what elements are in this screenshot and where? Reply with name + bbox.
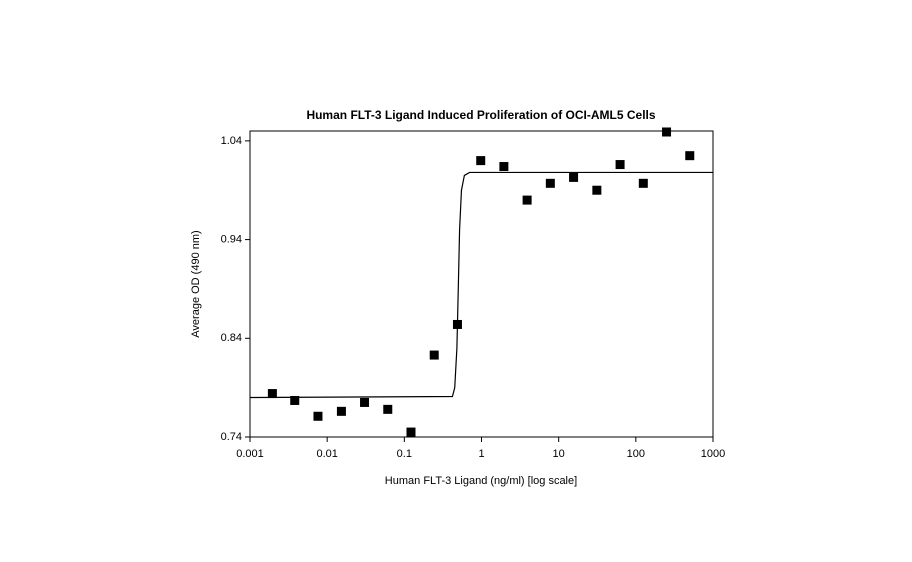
- y-tick-label: 1.04: [221, 135, 242, 147]
- data-point: [383, 404, 393, 414]
- y-axis-label: Average OD (490 nm): [190, 230, 202, 337]
- data-point: [545, 178, 555, 188]
- x-tick-label: 100: [627, 448, 645, 460]
- fit-curve: [249, 171, 713, 399]
- data-point: [522, 195, 532, 205]
- plot-frame: [249, 130, 714, 438]
- y-tick-label: 0.74: [221, 431, 242, 443]
- data-point: [290, 395, 300, 405]
- data-point: [592, 185, 602, 195]
- data-point: [662, 127, 672, 137]
- data-point: [336, 406, 346, 416]
- chart-title: Human FLT-3 Ligand Induced Proliferation…: [306, 108, 655, 122]
- data-point: [267, 389, 277, 399]
- x-tick-label: 0.001: [236, 448, 264, 460]
- data-point: [360, 397, 370, 407]
- data-point: [569, 172, 579, 182]
- y-tick-label: 0.84: [221, 332, 242, 344]
- data-point: [429, 350, 439, 360]
- data-point: [313, 411, 323, 421]
- x-tick-label: 10: [553, 448, 565, 460]
- data-point: [476, 156, 486, 166]
- data-point: [638, 178, 648, 188]
- data-point: [499, 162, 509, 172]
- data-point: [685, 151, 695, 161]
- y-tick-label: 0.94: [221, 233, 242, 245]
- x-tick-label: 0.01: [316, 448, 337, 460]
- x-tick-label: 0.1: [397, 448, 412, 460]
- x-axis-label: Human FLT-3 Ligand (ng/ml) [log scale]: [385, 475, 577, 487]
- x-tick-label: 1000: [701, 448, 725, 460]
- data-point: [406, 427, 416, 437]
- data-point: [615, 160, 625, 170]
- x-tick-label: 1: [478, 448, 484, 460]
